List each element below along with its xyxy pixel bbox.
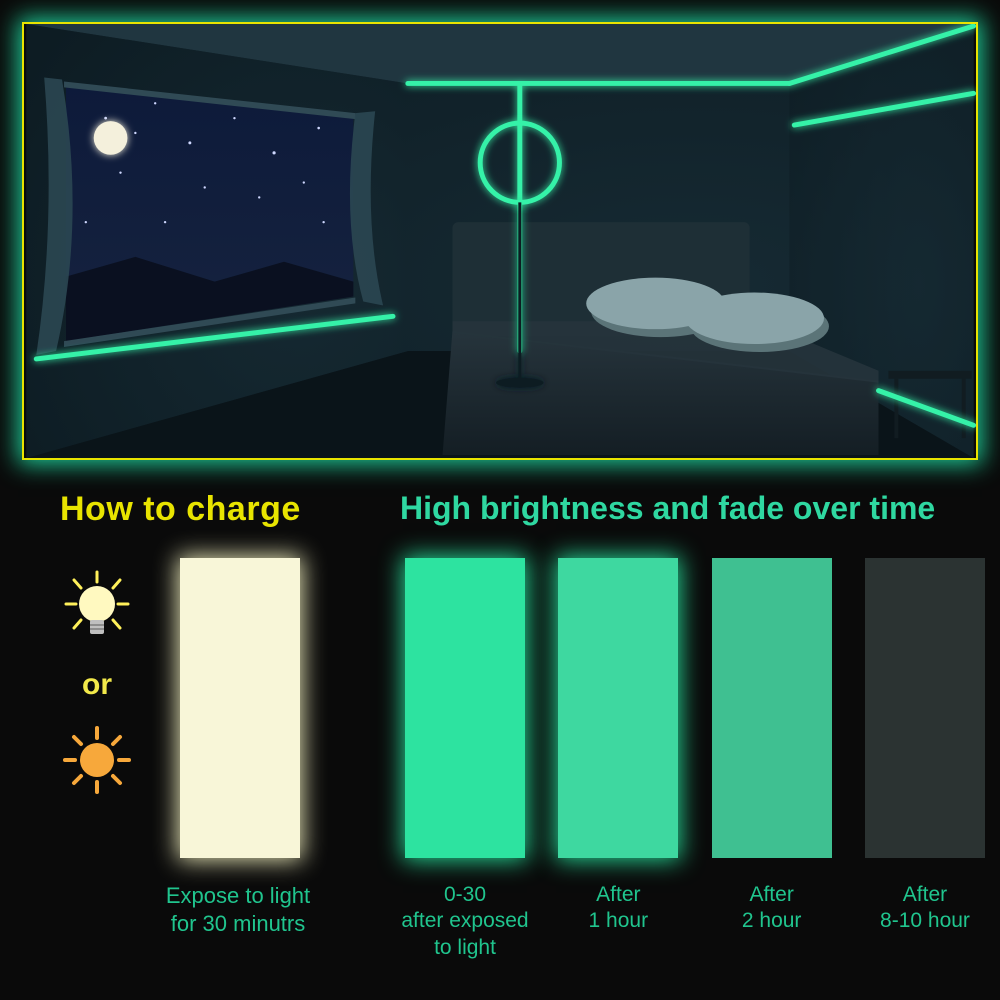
fade-bar-2 [712,558,832,858]
or-label: or [82,668,112,702]
fade-title: High brightness and fade over time [400,490,935,527]
light-source-icons: or [52,570,142,800]
fade-col-0: 0-30after exposedto light [400,558,530,961]
fade-col-1: After1 hour [553,558,683,961]
fade-caption-3: After8-10 hour [855,882,995,935]
room-svg [24,24,976,458]
moon-icon [94,121,128,155]
fade-bar-0 [405,558,525,858]
fade-caption-0: 0-30after exposedto light [395,882,535,961]
how-to-charge-title: How to charge [60,490,301,529]
sun-icon [62,720,132,800]
fade-bar-1 [558,558,678,858]
lightbulb-icon [62,570,132,650]
charge-caption: Expose to lightfor 30 minutrs [118,882,358,937]
fade-caption-1: After1 hour [548,882,688,935]
fade-caption-2: After2 hour [702,882,842,935]
charged-tape-sample [180,558,300,858]
info-section: How to charge High brightness and fade o… [0,490,1000,990]
fade-bar-3 [865,558,985,858]
fade-col-2: After2 hour [707,558,837,961]
room-render [22,22,978,460]
fade-row: 0-30after exposedto lightAfter1 hourAfte… [400,558,990,961]
fade-col-3: After8-10 hour [860,558,990,961]
